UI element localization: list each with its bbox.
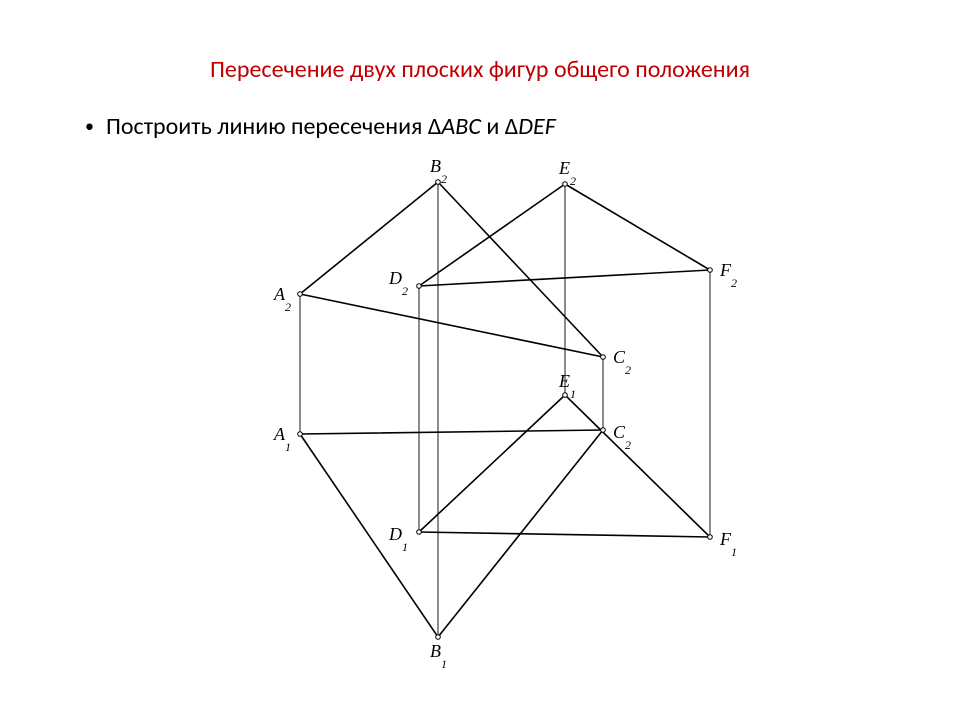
svg-text:A2: A2 [273,284,291,314]
svg-text:B1: B1 [430,641,447,671]
diagram: A2B2C2D2E2F2A1B1C2D1E1F1 [0,0,960,720]
svg-text:D1: D1 [388,524,408,554]
svg-text:F1: F1 [719,529,737,559]
svg-text:D2: D2 [388,268,408,298]
svg-text:C2: C2 [613,347,631,377]
svg-text:A1: A1 [273,424,291,454]
svg-text:F2: F2 [719,260,737,290]
svg-text:C2: C2 [613,422,631,452]
